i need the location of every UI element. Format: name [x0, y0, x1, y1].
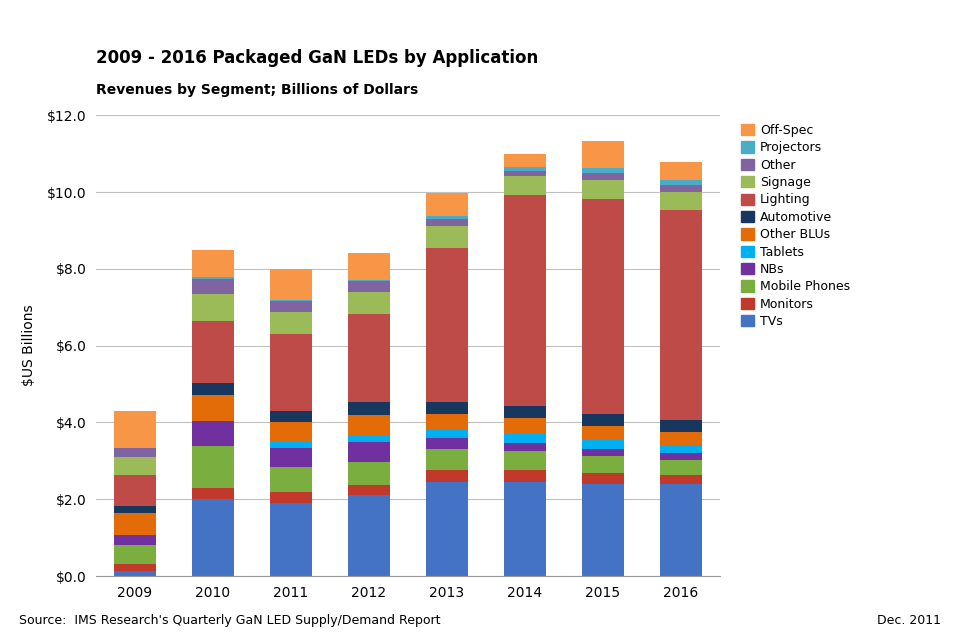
Bar — [348, 403, 391, 415]
Bar — [504, 195, 546, 406]
Bar — [660, 484, 703, 576]
Bar — [425, 402, 468, 414]
Bar — [192, 499, 234, 576]
Bar — [348, 280, 391, 282]
Bar — [192, 277, 234, 279]
Y-axis label: $US Billions: $US Billions — [21, 305, 36, 387]
Bar — [425, 438, 468, 449]
Bar — [582, 426, 624, 440]
Bar — [425, 482, 468, 576]
Bar — [270, 492, 312, 503]
Bar — [425, 470, 468, 482]
Bar — [113, 564, 156, 572]
Bar — [192, 294, 234, 321]
Bar — [504, 435, 546, 443]
Bar — [425, 193, 468, 216]
Bar — [660, 445, 703, 453]
Bar — [504, 154, 546, 168]
Bar — [582, 484, 624, 576]
Bar — [582, 473, 624, 484]
Bar — [348, 435, 391, 442]
Bar — [348, 282, 391, 292]
Bar — [270, 503, 312, 576]
Bar — [582, 173, 624, 180]
Bar — [660, 453, 703, 460]
Bar — [348, 442, 391, 461]
Bar — [270, 467, 312, 492]
Bar — [192, 446, 234, 488]
Bar — [425, 219, 468, 226]
Bar — [192, 250, 234, 277]
Bar — [582, 141, 624, 168]
Bar — [504, 451, 546, 470]
Bar — [113, 411, 156, 448]
Bar — [270, 422, 312, 442]
Bar — [660, 460, 703, 476]
Bar — [504, 482, 546, 576]
Text: Source:  IMS Research's Quarterly GaN LED Supply/Demand Report: Source: IMS Research's Quarterly GaN LED… — [19, 614, 441, 627]
Bar — [582, 456, 624, 473]
Bar — [425, 216, 468, 219]
Bar — [425, 449, 468, 470]
Bar — [270, 442, 312, 448]
Bar — [660, 180, 703, 185]
Bar — [113, 506, 156, 513]
Bar — [660, 211, 703, 420]
Text: Revenues by Segment; Billions of Dollars: Revenues by Segment; Billions of Dollars — [96, 83, 419, 97]
Bar — [270, 301, 312, 312]
Bar — [113, 572, 156, 576]
Legend: Off-Spec, Projectors, Other, Signage, Lighting, Automotive, Other BLUs, Tablets,: Off-Spec, Projectors, Other, Signage, Li… — [739, 122, 852, 331]
Bar — [425, 248, 468, 402]
Bar — [504, 176, 546, 195]
Bar — [582, 449, 624, 456]
Bar — [504, 172, 546, 176]
Bar — [348, 292, 391, 314]
Bar — [660, 476, 703, 484]
Bar — [192, 321, 234, 383]
Bar — [192, 488, 234, 499]
Bar — [348, 484, 391, 495]
Bar — [113, 534, 156, 545]
Bar — [348, 495, 391, 576]
Bar — [192, 383, 234, 395]
Text: 2009 - 2016 Packaged GaN LEDs by Application: 2009 - 2016 Packaged GaN LEDs by Applica… — [96, 49, 539, 67]
Bar — [113, 513, 156, 534]
Bar — [270, 334, 312, 411]
Bar — [660, 192, 703, 211]
Bar — [504, 470, 546, 482]
Bar — [582, 198, 624, 413]
Bar — [113, 545, 156, 564]
Bar — [113, 448, 156, 456]
Bar — [348, 253, 391, 280]
Bar — [348, 415, 391, 435]
Bar — [582, 168, 624, 173]
Bar — [192, 395, 234, 421]
Bar — [192, 279, 234, 294]
Bar — [192, 421, 234, 446]
Bar — [660, 432, 703, 445]
Bar — [113, 475, 156, 506]
Bar — [270, 411, 312, 422]
Bar — [582, 180, 624, 198]
Bar — [504, 443, 546, 451]
Bar — [660, 185, 703, 192]
Bar — [348, 461, 391, 484]
Bar — [582, 413, 624, 426]
Bar — [113, 456, 156, 475]
Text: Dec. 2011: Dec. 2011 — [876, 614, 941, 627]
Bar — [504, 168, 546, 172]
Bar — [425, 429, 468, 438]
Bar — [582, 440, 624, 449]
Bar — [270, 300, 312, 301]
Bar — [425, 414, 468, 429]
Bar — [425, 226, 468, 248]
Bar — [660, 162, 703, 180]
Bar — [504, 418, 546, 435]
Bar — [270, 269, 312, 300]
Bar — [348, 314, 391, 403]
Bar — [504, 406, 546, 418]
Bar — [660, 420, 703, 432]
Bar — [270, 448, 312, 467]
Bar — [270, 312, 312, 334]
